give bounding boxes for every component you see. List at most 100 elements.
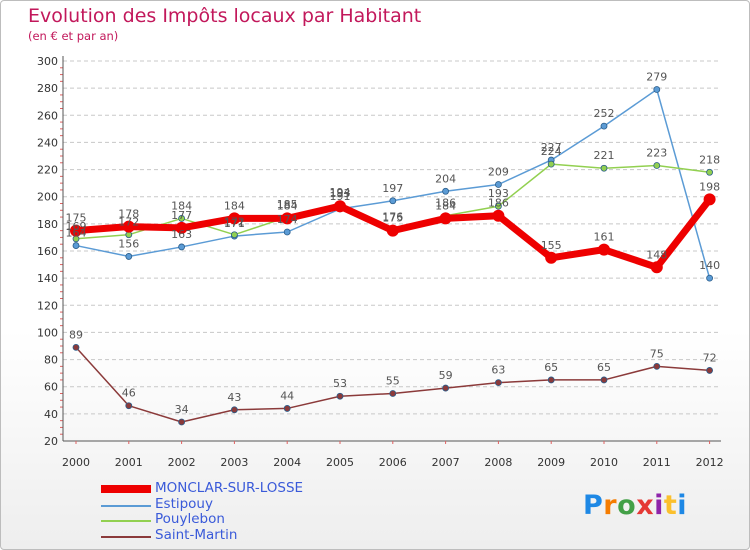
data-point-saint-martin: [178, 418, 186, 426]
data-label-pouylebon: 193: [488, 187, 509, 200]
data-label-monclar-sur-losse: 186: [488, 197, 509, 210]
data-point-monclar-sur-losse: [334, 200, 346, 213]
data-label-saint-martin: 59: [439, 369, 453, 382]
data-point-saint-martin: [389, 390, 397, 397]
data-label-saint-martin: 65: [544, 361, 558, 374]
y-tick-label: 40: [44, 408, 58, 421]
data-label-saint-martin: 89: [69, 328, 83, 341]
y-tick-label: 300: [37, 55, 58, 68]
x-tick-label: 2004: [273, 456, 301, 469]
data-label-pouylebon: 176: [382, 210, 403, 223]
data-point-estipouy: [178, 243, 186, 251]
legend-label: MONCLAR-SUR-LOSSE: [155, 480, 304, 496]
y-tick-label: 80: [44, 354, 58, 367]
legend-swatch: [101, 535, 151, 538]
y-tick-label: 280: [37, 82, 58, 95]
data-point-monclar-sur-losse: [703, 193, 716, 206]
data-label-pouylebon: 194: [330, 186, 351, 199]
x-tick-label: 2006: [379, 456, 407, 469]
y-tick-label: 180: [37, 218, 58, 231]
data-label-saint-martin: 46: [122, 387, 136, 400]
data-label-estipouy: 171: [224, 217, 245, 230]
x-tick-label: 2003: [220, 456, 248, 469]
data-label-saint-martin: 75: [650, 347, 664, 360]
data-label-estipouy: 197: [382, 182, 403, 195]
data-point-monclar-sur-losse: [70, 224, 82, 237]
chart-subtitle: (en € et par an): [28, 29, 119, 43]
data-point-monclar-sur-losse: [228, 212, 241, 225]
line-chart: 20 40 60 80 100 120 140 160 180 200 220 240 260 280 30…: [37, 55, 724, 469]
data-point-estipouy: [653, 86, 661, 93]
data-point-saint-martin: [72, 343, 80, 351]
data-point-monclar-sur-losse: [439, 212, 452, 225]
x-tick-label: 2009: [537, 456, 565, 469]
data-label-saint-martin: 63: [491, 364, 505, 377]
x-tick-label: 2011: [643, 456, 671, 469]
data-point-saint-martin: [547, 376, 555, 384]
legend-label: Saint-Martin: [155, 526, 238, 543]
y-tick-label: 60: [44, 381, 58, 394]
proxiti-logo: Proxiti: [583, 490, 687, 521]
data-label-monclar-sur-losse: 198: [699, 180, 720, 193]
data-label-estipouy: 252: [594, 107, 615, 120]
data-label-monclar-sur-losse: 177: [171, 209, 192, 222]
logo-letter: i: [654, 490, 664, 521]
data-point-saint-martin: [336, 392, 344, 400]
data-point-estipouy: [442, 187, 450, 195]
data-point-estipouy: [72, 242, 80, 249]
data-point-saint-martin: [600, 376, 608, 384]
x-tick-label: 2001: [115, 456, 143, 469]
legend-label: Estipouy: [155, 495, 213, 512]
chart-title: Evolution des Impôts locaux par Habitant: [28, 5, 422, 27]
legend-label: Pouylebon: [155, 511, 225, 527]
data-point-monclar-sur-losse: [386, 224, 399, 237]
data-label-monclar-sur-losse: 184: [435, 199, 456, 212]
data-label-saint-martin: 53: [333, 377, 347, 390]
data-point-pouylebon: [547, 160, 555, 168]
data-label-monclar-sur-losse: 175: [382, 212, 403, 225]
data-label-pouylebon: 172: [118, 216, 139, 229]
data-point-estipouy: [600, 122, 608, 130]
data-label-pouylebon: 184: [171, 199, 192, 212]
data-label-saint-martin: 55: [386, 375, 400, 388]
data-point-saint-martin: [283, 405, 291, 412]
y-tick-label: 200: [37, 191, 58, 204]
y-tick-label: 160: [37, 245, 58, 258]
data-label-pouylebon: 218: [699, 153, 720, 166]
logo-letter: P: [583, 490, 604, 521]
data-label-pouylebon: 221: [594, 149, 615, 162]
x-axis-ticks: 2000 2001 2002 2003 2004 2005 2006 2007 2008 2009…: [62, 456, 724, 469]
logo-letter: o: [617, 490, 637, 521]
x-tick-label: 2002: [168, 456, 196, 469]
series-group: [70, 86, 716, 426]
legend-swatch: [101, 485, 151, 493]
logo-letter: x: [636, 490, 655, 521]
data-point-monclar-sur-losse: [122, 220, 135, 233]
y-tick-label: 100: [37, 326, 58, 339]
data-label-saint-martin: 43: [227, 391, 241, 404]
data-label-monclar-sur-losse: 193: [330, 187, 351, 200]
x-tick-label: 2005: [326, 456, 354, 469]
y-tick-label: 120: [37, 299, 58, 312]
y-tick-label: 140: [37, 272, 58, 285]
data-point-monclar-sur-losse: [281, 212, 294, 225]
y-tick-label: 240: [37, 136, 58, 149]
x-tick-label: 2008: [484, 456, 512, 469]
data-point-saint-martin: [706, 367, 713, 374]
data-point-monclar-sur-losse: [598, 243, 610, 256]
data-label-pouylebon: 186: [435, 197, 456, 210]
data-label-estipouy: 227: [541, 141, 562, 154]
data-label-saint-martin: 44: [280, 389, 294, 402]
data-point-monclar-sur-losse: [650, 261, 663, 274]
data-label-estipouy: 163: [171, 228, 192, 241]
data-label-pouylebon: 169: [66, 220, 87, 233]
data-label-estipouy: 191: [330, 190, 351, 203]
y-tick-label: 20: [44, 435, 58, 448]
data-point-saint-martin: [230, 406, 238, 414]
data-point-monclar-sur-losse: [492, 209, 505, 222]
data-point-monclar-sur-losse: [545, 251, 558, 264]
x-tick-label: 2000: [62, 456, 90, 469]
x-tick-label: 2010: [590, 456, 618, 469]
data-point-pouylebon: [653, 162, 661, 169]
